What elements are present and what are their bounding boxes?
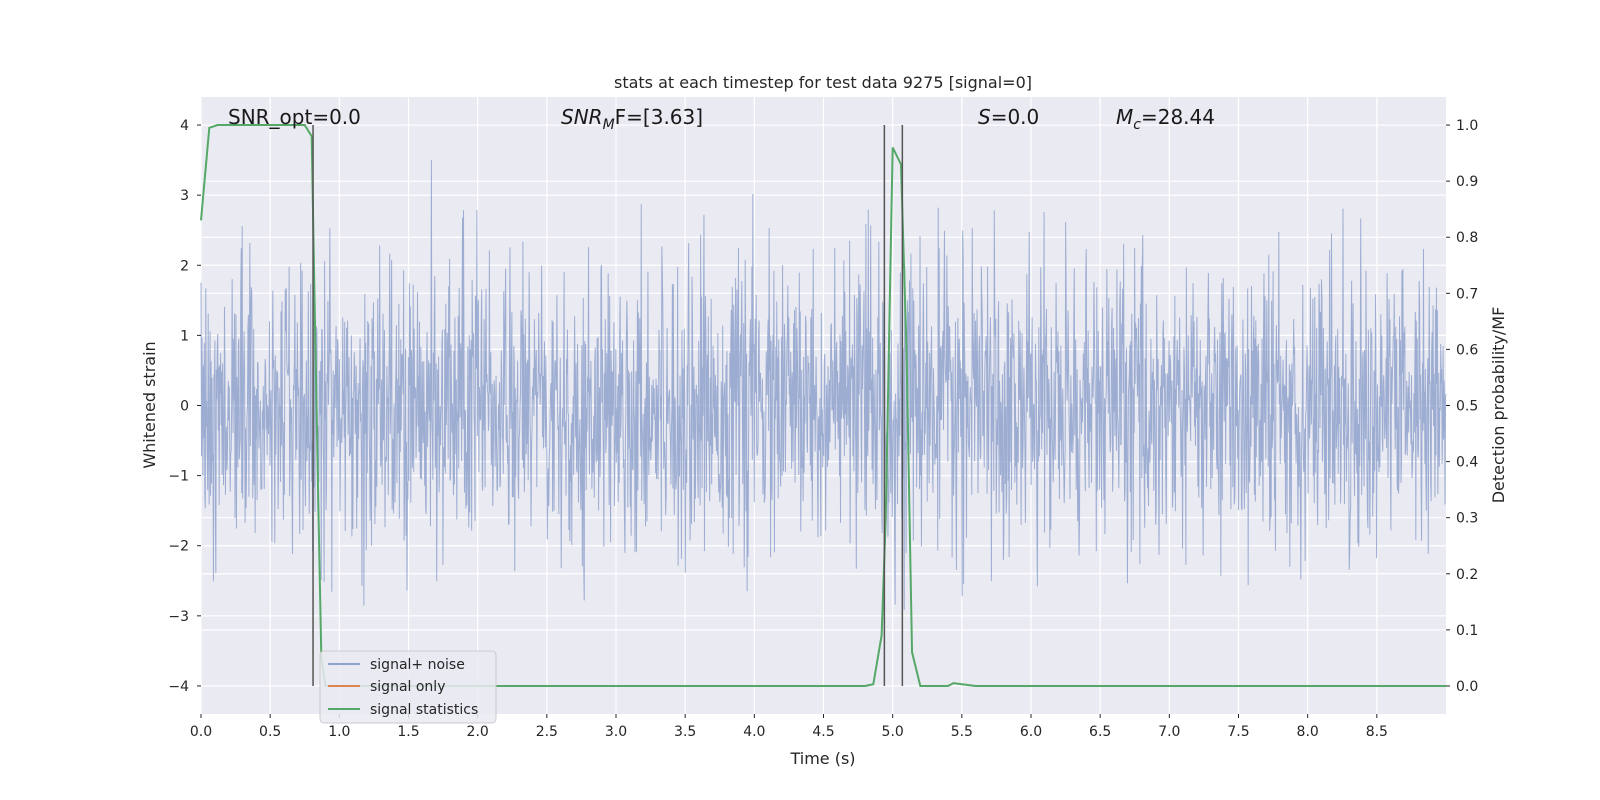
y2-tick-label: 0.5	[1456, 399, 1478, 415]
y-tick-label: 0	[180, 399, 189, 415]
x-tick-label: 3.0	[605, 724, 627, 740]
x-tick-label: 6.5	[1089, 724, 1111, 740]
y-tick-label: −4	[168, 679, 189, 695]
y2-tick-label: 0.0	[1456, 679, 1478, 695]
y-tick-label: −3	[168, 609, 189, 625]
annotation-subscript: M	[603, 117, 615, 133]
annotation-italic: M	[1116, 105, 1133, 129]
grid	[200, 97, 1446, 714]
y2-tick-label: 0.9	[1456, 174, 1478, 190]
annotation-subscript: c	[1133, 117, 1141, 133]
y-tick-label: −1	[168, 469, 189, 485]
annotation-italic: S	[978, 105, 991, 129]
y2-tick-label: 0.1	[1456, 623, 1478, 639]
x-tick-label: 3.5	[674, 724, 696, 740]
vertical-markers	[312, 125, 904, 686]
x-tick-label: 8.0	[1297, 724, 1319, 740]
annotation-suffix: =0.0	[991, 105, 1040, 129]
y2-tick-label: 0.4	[1456, 455, 1478, 471]
y-tick-label: 3	[180, 188, 189, 204]
annotations: SNR_opt=0.0 SNRMF=[3.63] S=0.0 Mc=28.44	[228, 105, 1215, 133]
x-tick-label: 0.5	[259, 724, 281, 740]
annotation-suffix: =28.44	[1141, 105, 1215, 129]
statistics-line	[200, 124, 1446, 687]
legend-label-signal-only: signal only	[370, 679, 445, 695]
annotation-1: SNRMF=[3.63]	[561, 105, 703, 133]
legend-box	[319, 650, 497, 724]
x-tick-label: 2.5	[536, 724, 558, 740]
annotation-3: Mc=28.44	[1116, 105, 1215, 133]
legend: signal+ noise signal only signal statist…	[319, 650, 497, 724]
annotation-0: SNR_opt=0.0	[228, 105, 361, 129]
x-tick-label: 4.0	[743, 724, 765, 740]
y2-tick-label: 0.8	[1456, 230, 1478, 246]
noise-line	[200, 160, 1447, 610]
y2-tick-label: 0.7	[1456, 286, 1478, 302]
annotation-suffix: F=[3.63]	[615, 105, 703, 129]
annotation-suffix: =0.0	[312, 105, 361, 129]
y2-axis-ticks: 1.0 0.9 0.8 0.7 0.6 0.5 0.4 0.3 0.2 0.1 0.0	[1446, 118, 1478, 695]
series-signal-statistics	[200, 124, 1446, 687]
y-axis-ticks: 4 3 2 1 0 −1 −2 −3 −4	[168, 118, 201, 695]
chart-title: stats at each timestep for test data 927…	[614, 73, 1032, 92]
x-tick-label: 1.0	[328, 724, 350, 740]
x-tick-label: 0.0	[190, 724, 212, 740]
y2-tick-label: 1.0	[1456, 118, 1478, 134]
series-signal-noise	[200, 160, 1447, 610]
y-tick-label: 2	[180, 258, 189, 274]
y2-tick-label: 0.3	[1456, 511, 1478, 527]
annotation-italic: SNR	[561, 105, 603, 129]
x-tick-label: 4.5	[812, 724, 834, 740]
x-tick-label: 6.0	[1020, 724, 1042, 740]
y2-tick-label: 0.6	[1456, 342, 1478, 358]
legend-label-signal-noise: signal+ noise	[370, 657, 465, 673]
legend-label-signal-statistics: signal statistics	[370, 702, 478, 718]
y-tick-label: −2	[168, 539, 189, 555]
x-axis-label: Time (s)	[789, 749, 855, 768]
x-tick-label: 2.0	[467, 724, 489, 740]
y-tick-label: 4	[180, 118, 189, 134]
x-tick-label: 7.0	[1158, 724, 1180, 740]
annotation-2: S=0.0	[978, 105, 1039, 129]
x-tick-label: 5.5	[951, 724, 973, 740]
annotation-prefix: SNR_opt	[228, 105, 312, 129]
y-axis-label: Whitened strain	[140, 341, 159, 468]
y-tick-label: 1	[180, 328, 189, 344]
x-axis-ticks: 0.0 0.5 1.0 1.5 2.0 2.5 3.0 3.5 4.0 4.5 5.0 5.5 6.0 6…	[190, 714, 1388, 740]
x-tick-label: 8.5	[1366, 724, 1388, 740]
y2-tick-label: 0.2	[1456, 567, 1478, 583]
x-tick-label: 5.0	[882, 724, 904, 740]
x-tick-label: 7.5	[1227, 724, 1249, 740]
y2-axis-label: Detection probability/MF	[1489, 307, 1508, 504]
x-tick-label: 1.5	[397, 724, 419, 740]
